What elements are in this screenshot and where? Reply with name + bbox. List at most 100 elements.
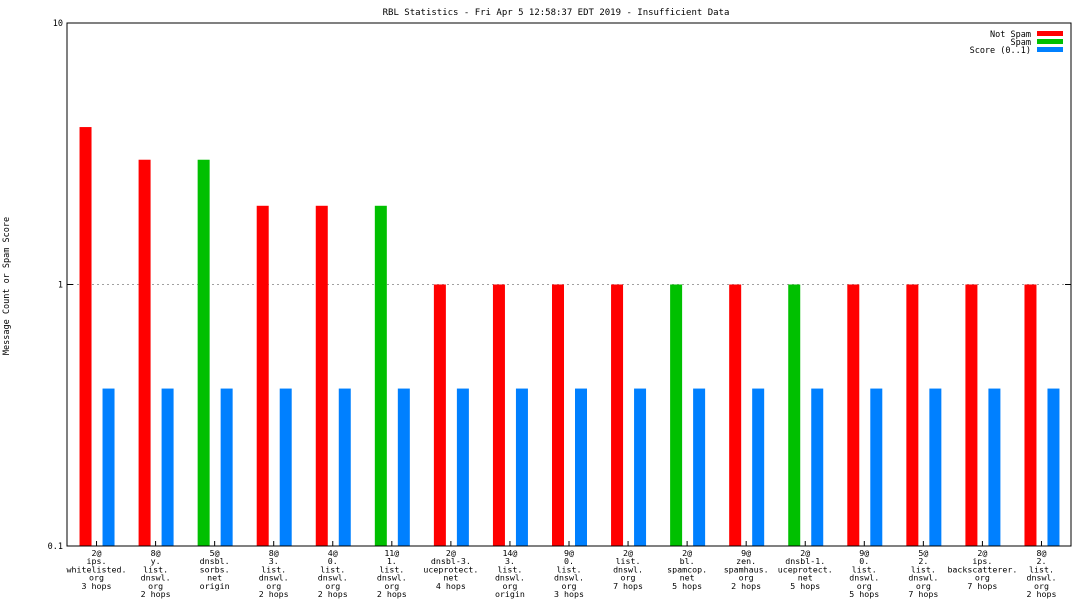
x-category-line: org xyxy=(857,581,872,591)
x-category-line: 2 hops xyxy=(318,589,348,599)
x-category-line: 7 hops xyxy=(613,581,643,591)
y-axis-ticks: 10 1 0.1 xyxy=(48,19,1071,552)
x-category-line: bl. xyxy=(680,556,695,566)
x-category-line: list. xyxy=(852,564,877,574)
x-category-line: dnswl. xyxy=(908,573,938,583)
x-category-line: list. xyxy=(320,564,345,574)
score-bar xyxy=(338,388,351,546)
not-spam-bar xyxy=(965,284,978,546)
x-category-line: org xyxy=(975,573,990,583)
x-category-line: spamcop. xyxy=(667,564,707,574)
x-category-line: 9@ xyxy=(564,548,574,558)
x-category-line: 0. xyxy=(564,556,574,566)
x-category-line: org xyxy=(384,581,399,591)
x-category-line: org xyxy=(621,573,636,583)
legend-label: Spam xyxy=(1011,38,1031,48)
x-category-label: 4@ 0. list. dnswl. org 2 hops xyxy=(318,548,348,599)
x-category-line: ips. xyxy=(87,556,107,566)
x-category-line: org xyxy=(325,581,340,591)
y-axis-label: Message Count or Spam Score xyxy=(2,217,12,355)
x-category-line: dnswl. xyxy=(495,573,525,583)
score-bar xyxy=(929,388,942,546)
x-category-line: 2@ xyxy=(623,548,633,558)
x-category-line: 9@ xyxy=(741,548,751,558)
legend-label: Score (0..1) xyxy=(970,46,1031,56)
x-category-line: net xyxy=(680,573,695,583)
x-category-line: 9@ xyxy=(859,548,869,558)
x-category-line: 8@ xyxy=(151,548,161,558)
x-category-line: org xyxy=(916,581,931,591)
x-category-line: 3. xyxy=(269,556,279,566)
not-spam-bar xyxy=(552,284,564,546)
x-category-line: 2@ xyxy=(800,548,810,558)
x-category-label: 8@ 3. list. dnswl. org 2 hops xyxy=(259,548,289,599)
x-category-line: 2@ xyxy=(682,548,692,558)
x-category-line: 2 hops xyxy=(259,589,289,599)
x-category-label: 9@ 0. list. dnswl. org 3 hops xyxy=(554,548,584,599)
x-category-line: org xyxy=(502,581,517,591)
x-category-line: zen. xyxy=(736,556,756,566)
legend-swatch xyxy=(1037,47,1063,52)
x-category-label: 2@ list. dnswl. org 7 hops xyxy=(613,548,643,591)
x-category-label: 2@ dnsbl-1. uceprotect. net 5 hops xyxy=(778,548,833,591)
x-category-line: sorbs. xyxy=(200,564,230,574)
x-category-line: 4 hops xyxy=(436,581,466,591)
not-spam-bar xyxy=(611,284,624,546)
spam-bar xyxy=(788,284,801,546)
x-category-line: dnswl. xyxy=(377,573,407,583)
x-category-line: 7 hops xyxy=(967,581,997,591)
score-bar xyxy=(752,388,765,546)
x-category-label: 8@ 2. list. dnswl. org 2 hops xyxy=(1026,548,1056,599)
score-bar xyxy=(811,388,824,546)
x-category-label: 14@ 3. list. dnswl. org origin xyxy=(495,548,525,599)
bars xyxy=(79,127,1060,547)
x-category-line: 4@ xyxy=(328,548,338,558)
x-category-label: 9@ zen. spamhaus. org 2 hops xyxy=(724,548,769,591)
y-tick-label: 10 xyxy=(53,19,63,29)
x-category-line: list. xyxy=(557,564,582,574)
score-bar xyxy=(515,388,528,546)
x-category-line: dnsbl-3. xyxy=(431,556,471,566)
score-bar xyxy=(397,388,410,546)
x-category-line: origin xyxy=(200,581,230,591)
x-category-line: backscatterer. xyxy=(947,564,1017,574)
x-category-line: 2 hops xyxy=(731,581,761,591)
x-category-line: 5@ xyxy=(210,548,220,558)
x-category-line: list. xyxy=(497,564,522,574)
x-category-line: 2@ xyxy=(977,548,987,558)
legend-swatch xyxy=(1037,31,1063,36)
x-category-line: 3 hops xyxy=(82,581,112,591)
x-category-line: 2 hops xyxy=(377,589,407,599)
x-category-line: uceprotect. xyxy=(423,564,478,574)
x-category-line: 7 hops xyxy=(908,589,938,599)
score-bar xyxy=(1047,388,1060,546)
x-category-line: dnswl. xyxy=(849,573,879,583)
x-category-line: list. xyxy=(1029,564,1054,574)
x-category-line: 14@ xyxy=(502,548,517,558)
score-bar xyxy=(279,388,292,546)
x-category-line: net xyxy=(798,573,813,583)
x-category-line: 1. xyxy=(387,556,397,566)
x-category-label: 5@ dnsbl. sorbs. net origin xyxy=(200,548,230,591)
x-category-line: dnsbl-1. xyxy=(785,556,825,566)
y-tick-label: 1 xyxy=(58,281,63,291)
spam-bar xyxy=(197,159,210,546)
x-category-label: 2@ ips. whitelisted. org 3 hops xyxy=(67,548,127,591)
x-category-line: org xyxy=(562,581,577,591)
x-category-line: 2@ xyxy=(92,548,102,558)
x-category-line: origin xyxy=(495,589,525,599)
x-category-line: org xyxy=(1034,581,1049,591)
x-category-line: uceprotect. xyxy=(778,564,833,574)
x-category-line: 2 hops xyxy=(1026,589,1056,599)
score-bar xyxy=(161,388,174,546)
x-category-line: whitelisted. xyxy=(67,564,127,574)
not-spam-bar xyxy=(433,284,446,546)
score-bar xyxy=(575,388,587,546)
x-category-line: org xyxy=(266,581,281,591)
legend-label: Not Spam xyxy=(990,30,1031,40)
not-spam-bar xyxy=(1024,284,1037,546)
x-category-line: net xyxy=(207,573,222,583)
spam-bar xyxy=(374,205,387,547)
x-category-line: spamhaus. xyxy=(724,564,769,574)
